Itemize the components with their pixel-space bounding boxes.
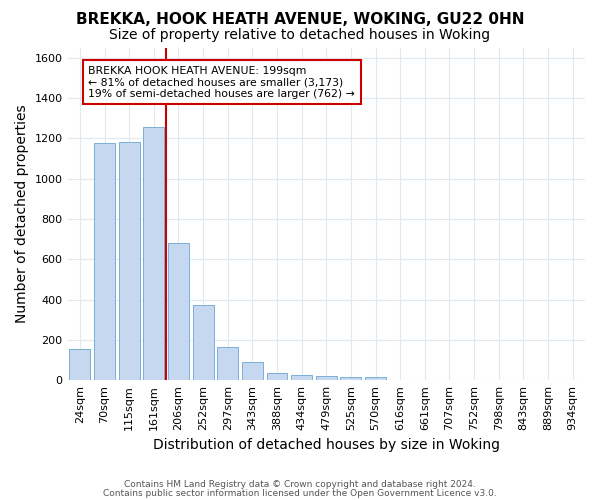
X-axis label: Distribution of detached houses by size in Woking: Distribution of detached houses by size …: [153, 438, 500, 452]
Bar: [94, 144, 115, 380]
Bar: [340, 377, 361, 380]
Bar: [266, 372, 287, 380]
Text: Contains HM Land Registry data © Crown copyright and database right 2024.: Contains HM Land Registry data © Crown c…: [124, 480, 476, 489]
Y-axis label: Number of detached properties: Number of detached properties: [15, 104, 29, 323]
Bar: [193, 304, 214, 380]
Bar: [217, 347, 238, 380]
Bar: [316, 376, 337, 380]
Bar: [365, 377, 386, 380]
Bar: [291, 374, 312, 380]
Bar: [168, 243, 189, 380]
Text: BREKKA, HOOK HEATH AVENUE, WOKING, GU22 0HN: BREKKA, HOOK HEATH AVENUE, WOKING, GU22 …: [76, 12, 524, 28]
Bar: [70, 349, 91, 380]
Text: BREKKA HOOK HEATH AVENUE: 199sqm
← 81% of detached houses are smaller (3,173)
19: BREKKA HOOK HEATH AVENUE: 199sqm ← 81% o…: [88, 66, 355, 99]
Text: Size of property relative to detached houses in Woking: Size of property relative to detached ho…: [109, 28, 491, 42]
Bar: [143, 127, 164, 380]
Bar: [119, 142, 140, 380]
Bar: [242, 362, 263, 380]
Text: Contains public sector information licensed under the Open Government Licence v3: Contains public sector information licen…: [103, 490, 497, 498]
